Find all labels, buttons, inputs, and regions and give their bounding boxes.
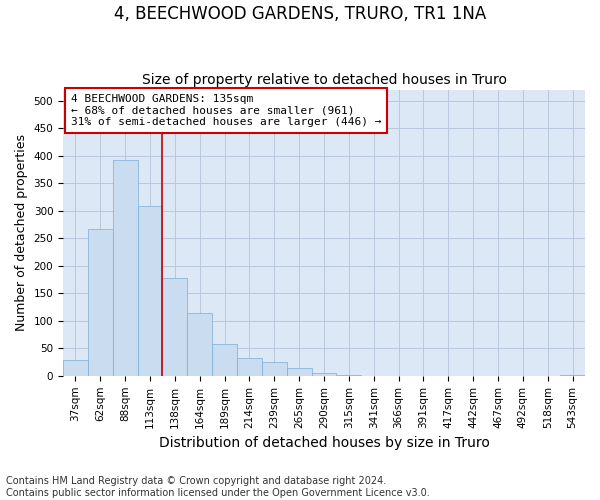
Text: 4, BEECHWOOD GARDENS, TRURO, TR1 1NA: 4, BEECHWOOD GARDENS, TRURO, TR1 1NA bbox=[114, 5, 486, 23]
Bar bbox=[63, 360, 88, 376]
Bar bbox=[137, 206, 163, 376]
Bar bbox=[287, 368, 311, 376]
Title: Size of property relative to detached houses in Truro: Size of property relative to detached ho… bbox=[142, 73, 506, 87]
Bar bbox=[560, 374, 585, 376]
Bar bbox=[212, 344, 237, 376]
Text: Contains HM Land Registry data © Crown copyright and database right 2024.
Contai: Contains HM Land Registry data © Crown c… bbox=[6, 476, 430, 498]
Bar bbox=[237, 358, 262, 376]
Bar bbox=[311, 372, 337, 376]
Text: 4 BEECHWOOD GARDENS: 135sqm
← 68% of detached houses are smaller (961)
31% of se: 4 BEECHWOOD GARDENS: 135sqm ← 68% of det… bbox=[71, 94, 382, 127]
X-axis label: Distribution of detached houses by size in Truro: Distribution of detached houses by size … bbox=[158, 436, 490, 450]
Bar bbox=[187, 312, 212, 376]
Bar bbox=[262, 362, 287, 376]
Y-axis label: Number of detached properties: Number of detached properties bbox=[15, 134, 28, 331]
Bar bbox=[88, 229, 113, 376]
Bar bbox=[113, 160, 137, 376]
Bar bbox=[163, 278, 187, 376]
